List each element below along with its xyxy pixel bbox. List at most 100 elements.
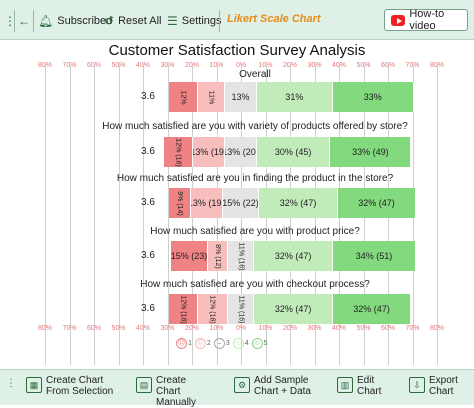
segment-label: 11% (16) xyxy=(236,242,244,270)
segment-label: 15% (22) xyxy=(222,198,259,208)
axis-tick-label: 30% xyxy=(160,325,175,332)
axis-tick-label: 0% xyxy=(235,62,247,69)
likert-bar-segment: 13% (20) xyxy=(225,137,257,167)
menu-icon[interactable]: ⋮ xyxy=(6,378,16,389)
subscribed-label: Subscribed xyxy=(57,15,113,27)
export-icon: ⇩ xyxy=(409,377,425,393)
likert-bar-segment: 12% (18) xyxy=(163,137,194,167)
subscribed-button[interactable]: 🔔︎ Subscribed xyxy=(38,12,112,30)
smiley-face-icon: ☹ xyxy=(194,337,206,349)
segment-label: 12% (18) xyxy=(174,137,182,167)
question-label: How much satisfied are you in finding th… xyxy=(116,173,394,184)
axis-tick-label: 60% xyxy=(86,325,101,332)
divider xyxy=(219,10,220,32)
axis-tick-label: 50% xyxy=(356,325,371,332)
axis-tick-label: 70% xyxy=(62,325,77,332)
edit-chart-button[interactable]: ▥ Edit Chart xyxy=(337,375,391,397)
axis-tick-label: 10% xyxy=(258,62,273,69)
likert-chart: Customer Satisfaction Survey Analysis 80… xyxy=(0,40,474,365)
axis-tick-label: 80% xyxy=(37,325,52,332)
export-chart-label: Export Chart xyxy=(429,375,458,397)
create-from-selection-label: Create Chart From Selection xyxy=(46,375,114,397)
segment-label: 9% (14) xyxy=(175,190,183,216)
settings-button[interactable]: ☰ Settings xyxy=(167,12,222,30)
axis-tick-label: 60% xyxy=(380,62,395,69)
segment-label: 31% xyxy=(285,92,304,102)
segment-label: 30% (45) xyxy=(274,147,312,157)
segment-label: 32% (47) xyxy=(274,304,312,314)
gridline xyxy=(69,65,71,365)
segment-label: 13% (20) xyxy=(225,147,256,157)
segment-label: 12% (18) xyxy=(179,294,187,324)
gridline xyxy=(118,65,120,365)
axis-tick-label: 30% xyxy=(160,62,175,69)
likert-bar-segment: 11% (16) xyxy=(227,294,255,324)
segment-label: 34% (51) xyxy=(355,251,393,261)
grid-icon: ▤ xyxy=(136,377,152,393)
axis-tick-label: 50% xyxy=(111,62,126,69)
export-chart-button[interactable]: ⇩ Export Chart xyxy=(409,375,469,397)
divider xyxy=(14,10,15,32)
average-score: 3.6 xyxy=(141,250,155,261)
likert-bar-segment: 12% (18) xyxy=(198,294,228,324)
gridline xyxy=(45,65,46,365)
axis-tick-label: 50% xyxy=(356,62,371,69)
likert-bar-segment: 13% (19) xyxy=(190,188,223,218)
create-manually-button[interactable]: ▤ Create Chart Manually xyxy=(136,375,212,408)
axis-tick-label: 20% xyxy=(282,325,297,332)
likert-bar-segment: 12% (18) xyxy=(168,294,199,324)
legend-level-label: 3 xyxy=(225,339,230,347)
add-sample-label: Add Sample Chart + Data xyxy=(254,375,311,397)
segment-label: 33% xyxy=(363,92,382,102)
likert-bar-segment: 12% xyxy=(168,82,199,112)
segment-label: 12% xyxy=(179,89,187,105)
arrow-left-icon: ← xyxy=(18,14,30,28)
create-from-selection-button[interactable]: ▦ Create Chart From Selection xyxy=(26,375,118,397)
average-score: 3.6 xyxy=(141,303,155,314)
likert-bar-segment: 15% (23) xyxy=(171,241,208,271)
chart-add-icon: ⚙ xyxy=(234,377,250,393)
likert-bar-segment: 13% xyxy=(225,82,257,112)
likert-bar-segment: 31% xyxy=(256,82,333,112)
back-button[interactable]: ← xyxy=(18,12,30,30)
segment-label: 32% (47) xyxy=(279,198,317,208)
likert-bar-segment: 15% (22) xyxy=(222,188,260,218)
smiley-face-icon: ☺ xyxy=(232,337,244,349)
settings-label: Settings xyxy=(181,15,222,27)
question-label: Overall xyxy=(239,69,271,80)
how-to-video-button[interactable]: How-to video xyxy=(384,8,468,32)
divider xyxy=(33,10,34,32)
sliders-icon: ☰ xyxy=(167,14,178,28)
reset-all-button[interactable]: ↺ Reset All xyxy=(104,12,161,30)
axis-tick-label: 20% xyxy=(184,62,199,69)
likert-bar-segment: 32% (47) xyxy=(332,294,412,324)
add-sample-button[interactable]: ⚙ Add Sample Chart + Data xyxy=(234,375,316,397)
legend-level-label: 2 xyxy=(206,339,211,347)
axis-tick-label: 40% xyxy=(135,325,150,332)
axis-tick-label: 30% xyxy=(307,62,322,69)
gridline xyxy=(437,65,438,365)
likert-bar-segment: 33% (49) xyxy=(330,137,412,167)
likert-bar-segment: 32% (47) xyxy=(259,188,338,218)
axis-tick-label: 60% xyxy=(380,325,395,332)
edit-chart-icon: ▥ xyxy=(337,377,353,393)
axis-tick-label: 70% xyxy=(405,325,420,332)
axis-tick-label: 20% xyxy=(184,325,199,332)
brand-label: Likert Scale Chart xyxy=(227,13,321,25)
reset-icon: ↺ xyxy=(104,14,115,28)
likert-bar-segment: 34% (51) xyxy=(332,241,417,271)
smiley-face-icon: – xyxy=(213,337,225,349)
average-score: 3.6 xyxy=(141,91,155,102)
likert-bar-segment: 9% (14) xyxy=(168,188,191,218)
smiley-face-icon: ☹ xyxy=(176,337,187,349)
legend-level-label: 5 xyxy=(263,339,268,347)
legend: ☹ 1 ☹ 2–3 ☺ 4 ☺ 5 xyxy=(176,337,271,349)
axis-tick-label: 10% xyxy=(209,325,224,332)
likert-bar-segment: 30% (45) xyxy=(256,137,331,167)
segment-label: 13% xyxy=(231,92,250,102)
chart-title: Customer Satisfaction Survey Analysis xyxy=(108,42,366,59)
create-manually-label: Create Chart Manually xyxy=(156,375,197,408)
menu-icon[interactable]: ⋮ xyxy=(4,14,16,28)
axis-tick-label: 10% xyxy=(209,62,224,69)
gridline xyxy=(167,65,169,365)
